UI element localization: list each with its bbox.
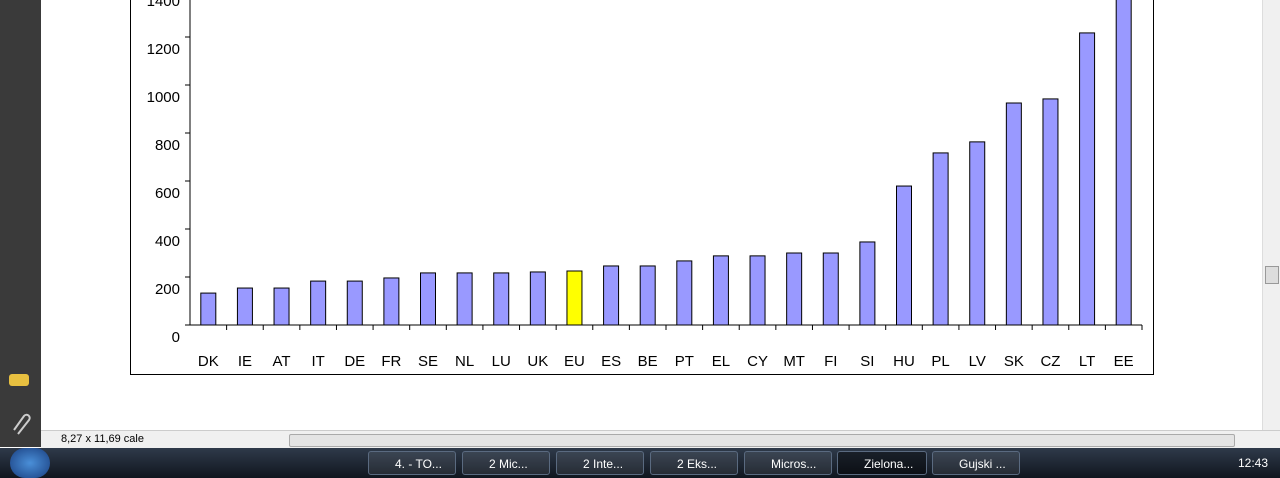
taskbar-button[interactable]: 2 Mic...	[462, 451, 550, 475]
bar	[383, 277, 400, 326]
x-tick-label: HU	[893, 353, 915, 370]
x-tick-label: BE	[638, 353, 658, 370]
x-tick-label: LV	[969, 353, 986, 370]
bar	[932, 152, 949, 326]
y-tick-label: 200	[155, 281, 180, 298]
y-tick-label: 800	[155, 137, 180, 154]
bar	[749, 255, 766, 326]
taskbar-button[interactable]: Gujski ...	[932, 451, 1020, 475]
x-tick-label: DK	[198, 353, 219, 370]
bar	[529, 271, 546, 326]
navigation-sidebar	[0, 0, 41, 447]
x-tick-label: SI	[860, 353, 874, 370]
bar	[712, 255, 729, 326]
x-tick-label: LT	[1079, 353, 1095, 370]
bar	[456, 272, 473, 326]
y-tick-label: 600	[155, 185, 180, 202]
x-tick-label: CZ	[1040, 353, 1060, 370]
y-tick-label: 1000	[147, 89, 180, 106]
y-tick-label: 1400	[147, 0, 180, 10]
bar	[1042, 98, 1059, 326]
x-tick-label: FR	[381, 353, 401, 370]
attachments-icon[interactable]	[13, 413, 31, 435]
x-tick-label: FI	[824, 353, 837, 370]
x-tick-label: EU	[564, 353, 585, 370]
taskbar-button[interactable]: 2 Eks...	[650, 451, 738, 475]
bar	[603, 265, 620, 326]
taskbar-button[interactable]: Micros...	[744, 451, 832, 475]
x-tick-label: PL	[931, 353, 949, 370]
x-tick-label: IT	[311, 353, 324, 370]
x-tick-label: ES	[601, 353, 621, 370]
x-tick-label: CY	[747, 353, 768, 370]
x-tick-label: IE	[238, 353, 252, 370]
taskbar-button[interactable]: Zielona...	[837, 451, 927, 475]
x-tick-label: NL	[455, 353, 474, 370]
scroll-thumb[interactable]	[1265, 266, 1279, 284]
x-tick-label: EL	[712, 353, 730, 370]
bar	[676, 260, 693, 326]
bar	[273, 287, 290, 326]
sidebar-icons	[9, 374, 31, 435]
chart: 0 200 400 600 800 1000 1200 1400 DK IE AT IT DE FR SE N…	[130, 0, 1154, 375]
x-tick-label: EE	[1114, 353, 1134, 370]
bar	[1005, 102, 1022, 326]
bar	[236, 287, 253, 326]
x-tick-label: MT	[783, 353, 805, 370]
bar	[493, 272, 510, 326]
comments-icon[interactable]	[9, 374, 29, 386]
bar	[420, 272, 436, 326]
x-tick-label: SK	[1004, 353, 1024, 370]
x-tick-label: AT	[273, 353, 291, 370]
taskbar: 12:43 4. - TO... 2 Mic... 2 Inte... 2 Eks..…	[0, 448, 1280, 478]
clock: 12:43	[1238, 456, 1269, 470]
start-button[interactable]	[10, 448, 50, 478]
x-tick-label: PT	[675, 353, 694, 370]
taskbar-button[interactable]: 4. - TO...	[368, 451, 456, 475]
vertical-scrollbar[interactable]	[1262, 0, 1280, 430]
bar	[310, 280, 327, 326]
y-tick-label: 0	[172, 329, 180, 346]
x-tick-label: DE	[344, 353, 365, 370]
bar	[969, 141, 986, 326]
bar	[859, 241, 876, 326]
bar	[896, 185, 912, 326]
bar	[200, 292, 217, 326]
bar	[786, 252, 803, 326]
bar	[639, 265, 656, 326]
y-tick-label: 400	[155, 233, 180, 250]
bar	[1079, 32, 1096, 326]
page-size: 8,27 x 11,69 cale	[61, 433, 144, 445]
taskbar-button[interactable]: 2 Inte...	[556, 451, 644, 475]
bar	[566, 270, 583, 326]
x-tick-label: UK	[527, 353, 548, 370]
y-tick-label: 1200	[147, 41, 180, 58]
x-tick-label: SE	[418, 353, 438, 370]
bar	[822, 252, 839, 326]
bar	[346, 280, 363, 326]
x-tick-label: LU	[492, 353, 511, 370]
bar	[1115, 0, 1132, 326]
horizontal-scroll-thumb[interactable]	[289, 434, 1235, 447]
status-bar: 8,27 x 11,69 cale	[41, 430, 1280, 448]
